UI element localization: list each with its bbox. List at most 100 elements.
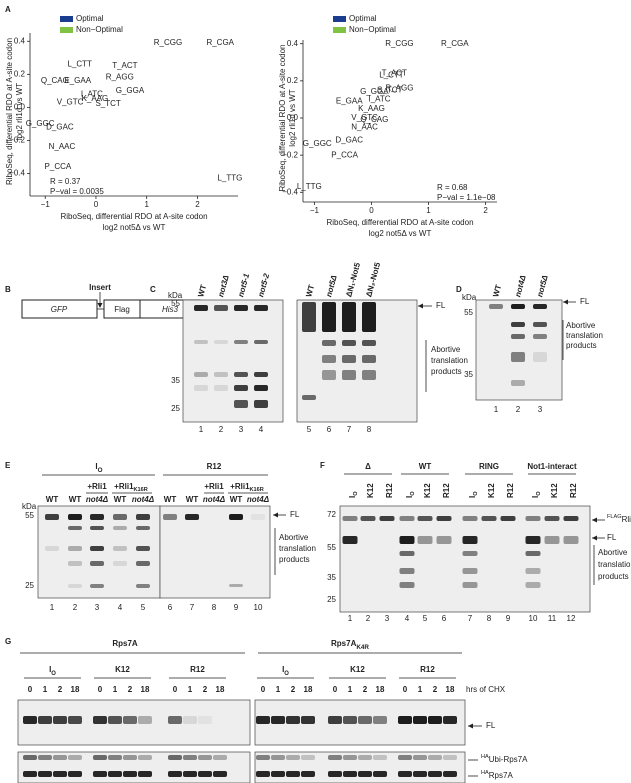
marker: 35 xyxy=(327,573,336,582)
band xyxy=(93,771,107,777)
band xyxy=(183,716,197,724)
hour-label: 0 xyxy=(403,685,408,694)
lane-header-main: I xyxy=(531,496,540,498)
lane-header: IO xyxy=(468,491,479,498)
band xyxy=(183,755,197,760)
point-label: P_CCA xyxy=(45,162,72,171)
band xyxy=(511,304,525,309)
abortive-label: translation xyxy=(279,544,316,553)
box-label: Flag xyxy=(114,305,130,314)
arrow-head xyxy=(97,303,103,308)
lane-header: WT xyxy=(69,495,82,504)
band xyxy=(428,771,442,777)
lane-header: WT xyxy=(186,495,199,504)
band xyxy=(533,304,547,309)
band xyxy=(271,716,285,724)
band xyxy=(123,716,137,724)
band xyxy=(214,372,228,377)
hour-label: 1 xyxy=(43,685,48,694)
band xyxy=(256,716,270,724)
hour-label: 2 xyxy=(433,685,438,694)
lane-number: 3 xyxy=(538,405,543,414)
band xyxy=(358,716,372,724)
subgroup-header: +Rli1K16R xyxy=(114,482,148,493)
point-label: G_GGA xyxy=(360,87,389,96)
construct-header-sub: K4R xyxy=(356,644,369,651)
band xyxy=(343,771,357,777)
band xyxy=(68,561,82,566)
hour-label: 2 xyxy=(363,685,368,694)
lane-number: 7 xyxy=(190,603,195,612)
group-header-sub: O xyxy=(51,671,56,677)
band xyxy=(563,516,579,521)
band xyxy=(342,370,356,380)
band xyxy=(443,771,457,777)
point-label: K_AAG xyxy=(358,104,385,113)
band xyxy=(271,771,285,777)
band xyxy=(328,755,342,760)
lane-number: 7 xyxy=(347,425,352,434)
band xyxy=(286,771,300,777)
hour-label: 1 xyxy=(418,685,423,694)
point-label: D_GAC xyxy=(335,135,363,144)
group-header: R12 xyxy=(207,462,222,471)
group-header-main: I xyxy=(282,665,284,674)
lane-header-main: I xyxy=(348,496,357,498)
point-label: V_GTC xyxy=(351,113,378,122)
band xyxy=(234,400,248,408)
legend-swatch xyxy=(333,27,346,33)
band xyxy=(379,516,395,521)
band xyxy=(138,755,152,760)
band xyxy=(90,546,104,551)
band xyxy=(45,546,59,551)
lane-number: 4 xyxy=(405,614,410,623)
lane-number: 11 xyxy=(548,614,557,623)
blot xyxy=(17,751,251,783)
group-header: K12 xyxy=(350,665,365,674)
lane-header: WT xyxy=(491,284,503,298)
rps-label-main: Rps7A xyxy=(489,771,514,780)
subgroup-header-main: +Rli1 xyxy=(230,482,250,491)
band xyxy=(399,568,415,574)
band xyxy=(511,380,525,386)
box-label: GFP xyxy=(51,305,68,314)
hour-label: 18 xyxy=(141,685,150,694)
band xyxy=(342,340,356,346)
band xyxy=(343,716,357,724)
lane-number: 6 xyxy=(327,425,332,434)
band xyxy=(373,716,387,724)
band xyxy=(428,755,442,760)
band xyxy=(373,755,387,760)
band xyxy=(90,561,104,566)
lane-number: 4 xyxy=(259,425,264,434)
x-tick-label: −1 xyxy=(41,200,51,209)
blot xyxy=(339,505,591,613)
lane-header-main: I xyxy=(468,496,477,498)
band xyxy=(362,370,376,380)
band xyxy=(525,516,541,521)
group-header: IO xyxy=(49,665,56,676)
band xyxy=(113,526,127,530)
point-label: N_AAC xyxy=(351,122,378,131)
y-tick-label: 0.4 xyxy=(14,36,26,45)
panel-letter: D xyxy=(456,285,462,294)
band xyxy=(373,771,387,777)
legend-swatch xyxy=(60,16,73,22)
x-axis-title: RiboSeq, differential RDO at A-site codo… xyxy=(60,212,207,221)
band xyxy=(254,385,268,391)
band xyxy=(68,526,82,530)
y-tick-label: −0.2 xyxy=(9,136,25,145)
band xyxy=(322,355,336,363)
lane-number: 1 xyxy=(50,603,55,612)
band xyxy=(328,771,342,777)
blot xyxy=(37,505,161,599)
band xyxy=(45,514,59,520)
band xyxy=(544,516,560,521)
marker: 55 xyxy=(327,543,336,552)
lane-number: 8 xyxy=(367,425,372,434)
group-header: IO xyxy=(282,665,289,676)
lane-number: 2 xyxy=(516,405,521,414)
band xyxy=(234,385,248,391)
band xyxy=(214,385,228,391)
group-header: R12 xyxy=(190,665,205,674)
